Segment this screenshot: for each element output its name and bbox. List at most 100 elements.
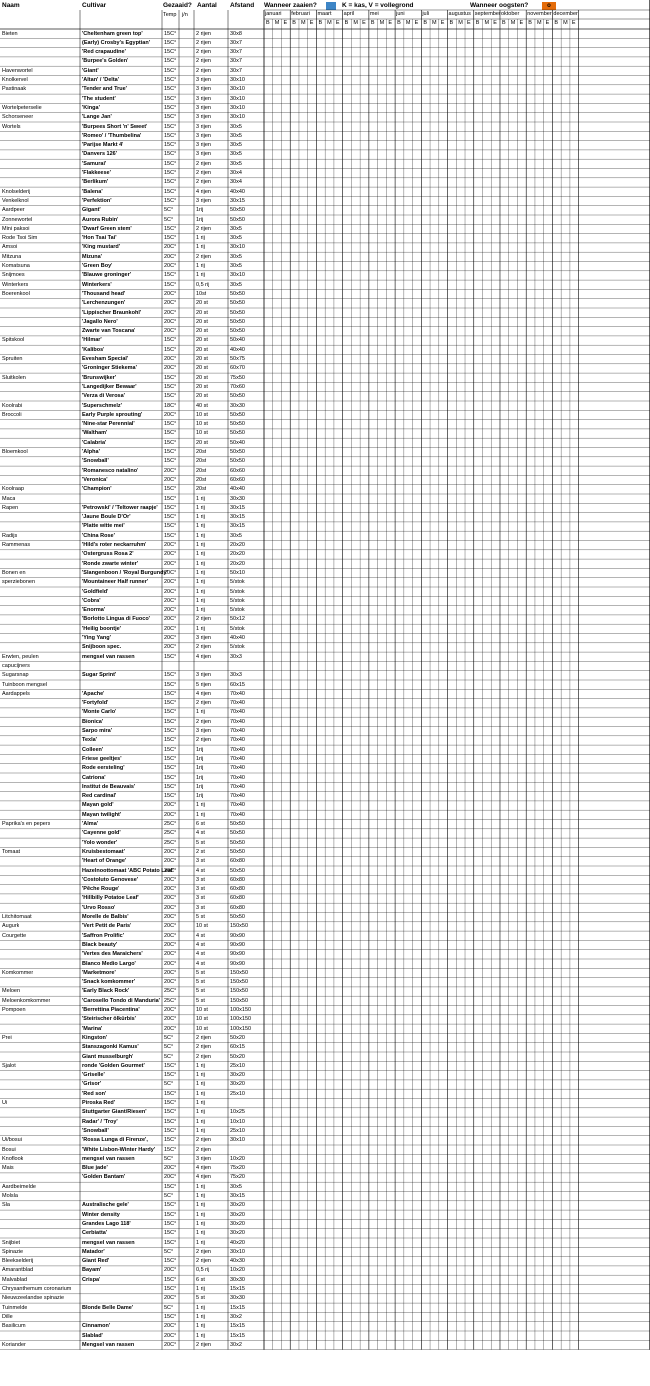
temperature: 20C°	[164, 1332, 177, 1339]
amount: 20 st	[196, 374, 208, 381]
amount: 0,5 rij	[196, 281, 210, 288]
cultivar-name: Kruisbestomaat'	[82, 848, 125, 855]
temperature: 5C°	[164, 216, 174, 223]
cultivar-name: Institut de Beauvais'	[82, 783, 136, 790]
spacing: 70x40	[230, 783, 245, 790]
month-label: maart	[317, 11, 332, 17]
amount: 1 rij	[196, 495, 205, 502]
temperature: 20C°	[164, 1016, 177, 1023]
crop-name: Mais	[2, 1165, 14, 1172]
spacing: 150x50	[230, 979, 249, 986]
temperature: 20C°	[164, 848, 177, 855]
crop-name: Sjalot	[2, 1062, 16, 1069]
crop-name: Koolraap	[2, 486, 25, 493]
temperature: 15C°	[164, 39, 177, 46]
cultivar-name: mengsel van rassen	[82, 1239, 135, 1246]
spacing: 30x10	[230, 1137, 245, 1144]
spacing: 90x90	[230, 960, 245, 967]
month-label: september	[474, 11, 501, 17]
cultivar-name: Catriona'	[82, 774, 106, 781]
crop-name: Bosui	[2, 1146, 16, 1153]
cultivar-name: 'Steirischer ölkürbis'	[82, 1016, 136, 1023]
amount: 0,5 rij	[196, 1267, 210, 1274]
amount: 5 rijen	[196, 681, 211, 688]
spacing: 50x40	[230, 337, 245, 344]
cultivar-name: (Early) Crosby's Egyptian'	[82, 39, 151, 46]
temperature: 20C°	[164, 951, 177, 958]
bme-label: E	[362, 20, 366, 26]
spacing: 70x40	[230, 765, 245, 772]
cultivar-name: Bionica'	[82, 718, 104, 725]
cultivar-name: Texla'	[82, 737, 97, 744]
spacing: 50x50	[230, 207, 245, 214]
temperature: 20C°	[164, 607, 177, 614]
spacing: 50x50	[230, 830, 245, 837]
temperature: 20C°	[164, 579, 177, 586]
spacing: 30x15	[230, 1193, 245, 1199]
amount: 20 st	[196, 300, 208, 307]
cultivar-name: ronde 'Golden Gourmet'	[82, 1062, 145, 1069]
jn-header: j/n	[182, 12, 188, 18]
crop-name: Tuinmelde	[2, 1304, 28, 1311]
amount: 20 st	[196, 393, 208, 400]
spacing: 40x20	[230, 1239, 245, 1246]
temperature: 20C°	[164, 979, 177, 986]
spacing: 30x5	[230, 151, 242, 158]
bme-label: B	[501, 20, 506, 26]
crop-name: Spruiten	[2, 356, 23, 362]
harvest-legend-text: o	[547, 3, 551, 9]
spacing: 30x7	[230, 39, 242, 46]
cultivar-name: Matador'	[82, 1248, 105, 1255]
amount: 2 rijen	[196, 30, 211, 37]
spacing: 30x20	[230, 1220, 245, 1227]
bme-label: E	[519, 20, 524, 26]
temperature: 15C°	[164, 1239, 177, 1246]
bme-label: E	[335, 20, 340, 26]
temperature: 15C°	[164, 86, 177, 93]
temperature: 15C°	[164, 514, 177, 521]
temperature: 15C°	[164, 114, 177, 121]
spacing: 15x15	[230, 1286, 245, 1292]
cultivar-name: Winterkers'	[82, 281, 112, 288]
amount: 4 rijen	[196, 1174, 211, 1181]
amount: 40 st	[196, 402, 208, 409]
spacing: 100x150	[230, 1016, 252, 1023]
amount: 5 st	[196, 969, 205, 976]
crop-name: Dille	[2, 1313, 13, 1320]
temperature: 20C°	[164, 1025, 177, 1032]
crop-name: Knolselderij	[2, 188, 31, 195]
cultivar-name: Mengsel van rassen	[82, 1341, 135, 1348]
temperature: 25C°	[164, 821, 177, 827]
cultivar-name: Blanco Medio Largo'	[82, 960, 136, 967]
temperature: 20C°	[164, 1165, 177, 1172]
temperature: 20C°	[164, 365, 177, 372]
cultivar-name: Winter density	[82, 1211, 120, 1218]
spacing: 30x5	[230, 263, 242, 269]
temperature: 15C°	[164, 1072, 177, 1079]
amount: 1 rij	[196, 569, 205, 576]
cultivar-name: 'Romeo' / 'Thumbelina'	[82, 132, 142, 139]
amount: 1 rij	[196, 560, 205, 567]
amount: 2 rijen	[196, 253, 211, 260]
temperature: 15C°	[164, 728, 177, 734]
amount: 1 rij	[196, 1127, 205, 1134]
amount: 1 rij	[196, 1109, 205, 1116]
temperature: 15C°	[164, 737, 177, 744]
wanneer-zaaien-header: Wanneer zaaien?	[264, 2, 317, 9]
cultivar-name: 'Snowball'	[82, 1127, 109, 1134]
temperature: 20C°	[164, 876, 177, 883]
amount: 4 rijen	[196, 1165, 211, 1172]
bme-label: M	[484, 20, 490, 26]
amount: 5 st	[196, 839, 205, 846]
month-label: april	[343, 11, 355, 17]
temperature: 15C°	[164, 1146, 177, 1153]
amount: 1 rij	[196, 523, 205, 530]
amount: 20 st	[196, 356, 208, 362]
temperature: 20C°	[164, 635, 177, 641]
amount: 10 st	[196, 1025, 208, 1032]
cultivar-name: 'Petrowski' / 'Teltower raapje'	[82, 504, 158, 511]
amount: 6 st	[196, 821, 205, 827]
cultivar-name: 'Champion'	[82, 486, 112, 493]
cultivar-name: 'Calabria'	[82, 439, 107, 446]
